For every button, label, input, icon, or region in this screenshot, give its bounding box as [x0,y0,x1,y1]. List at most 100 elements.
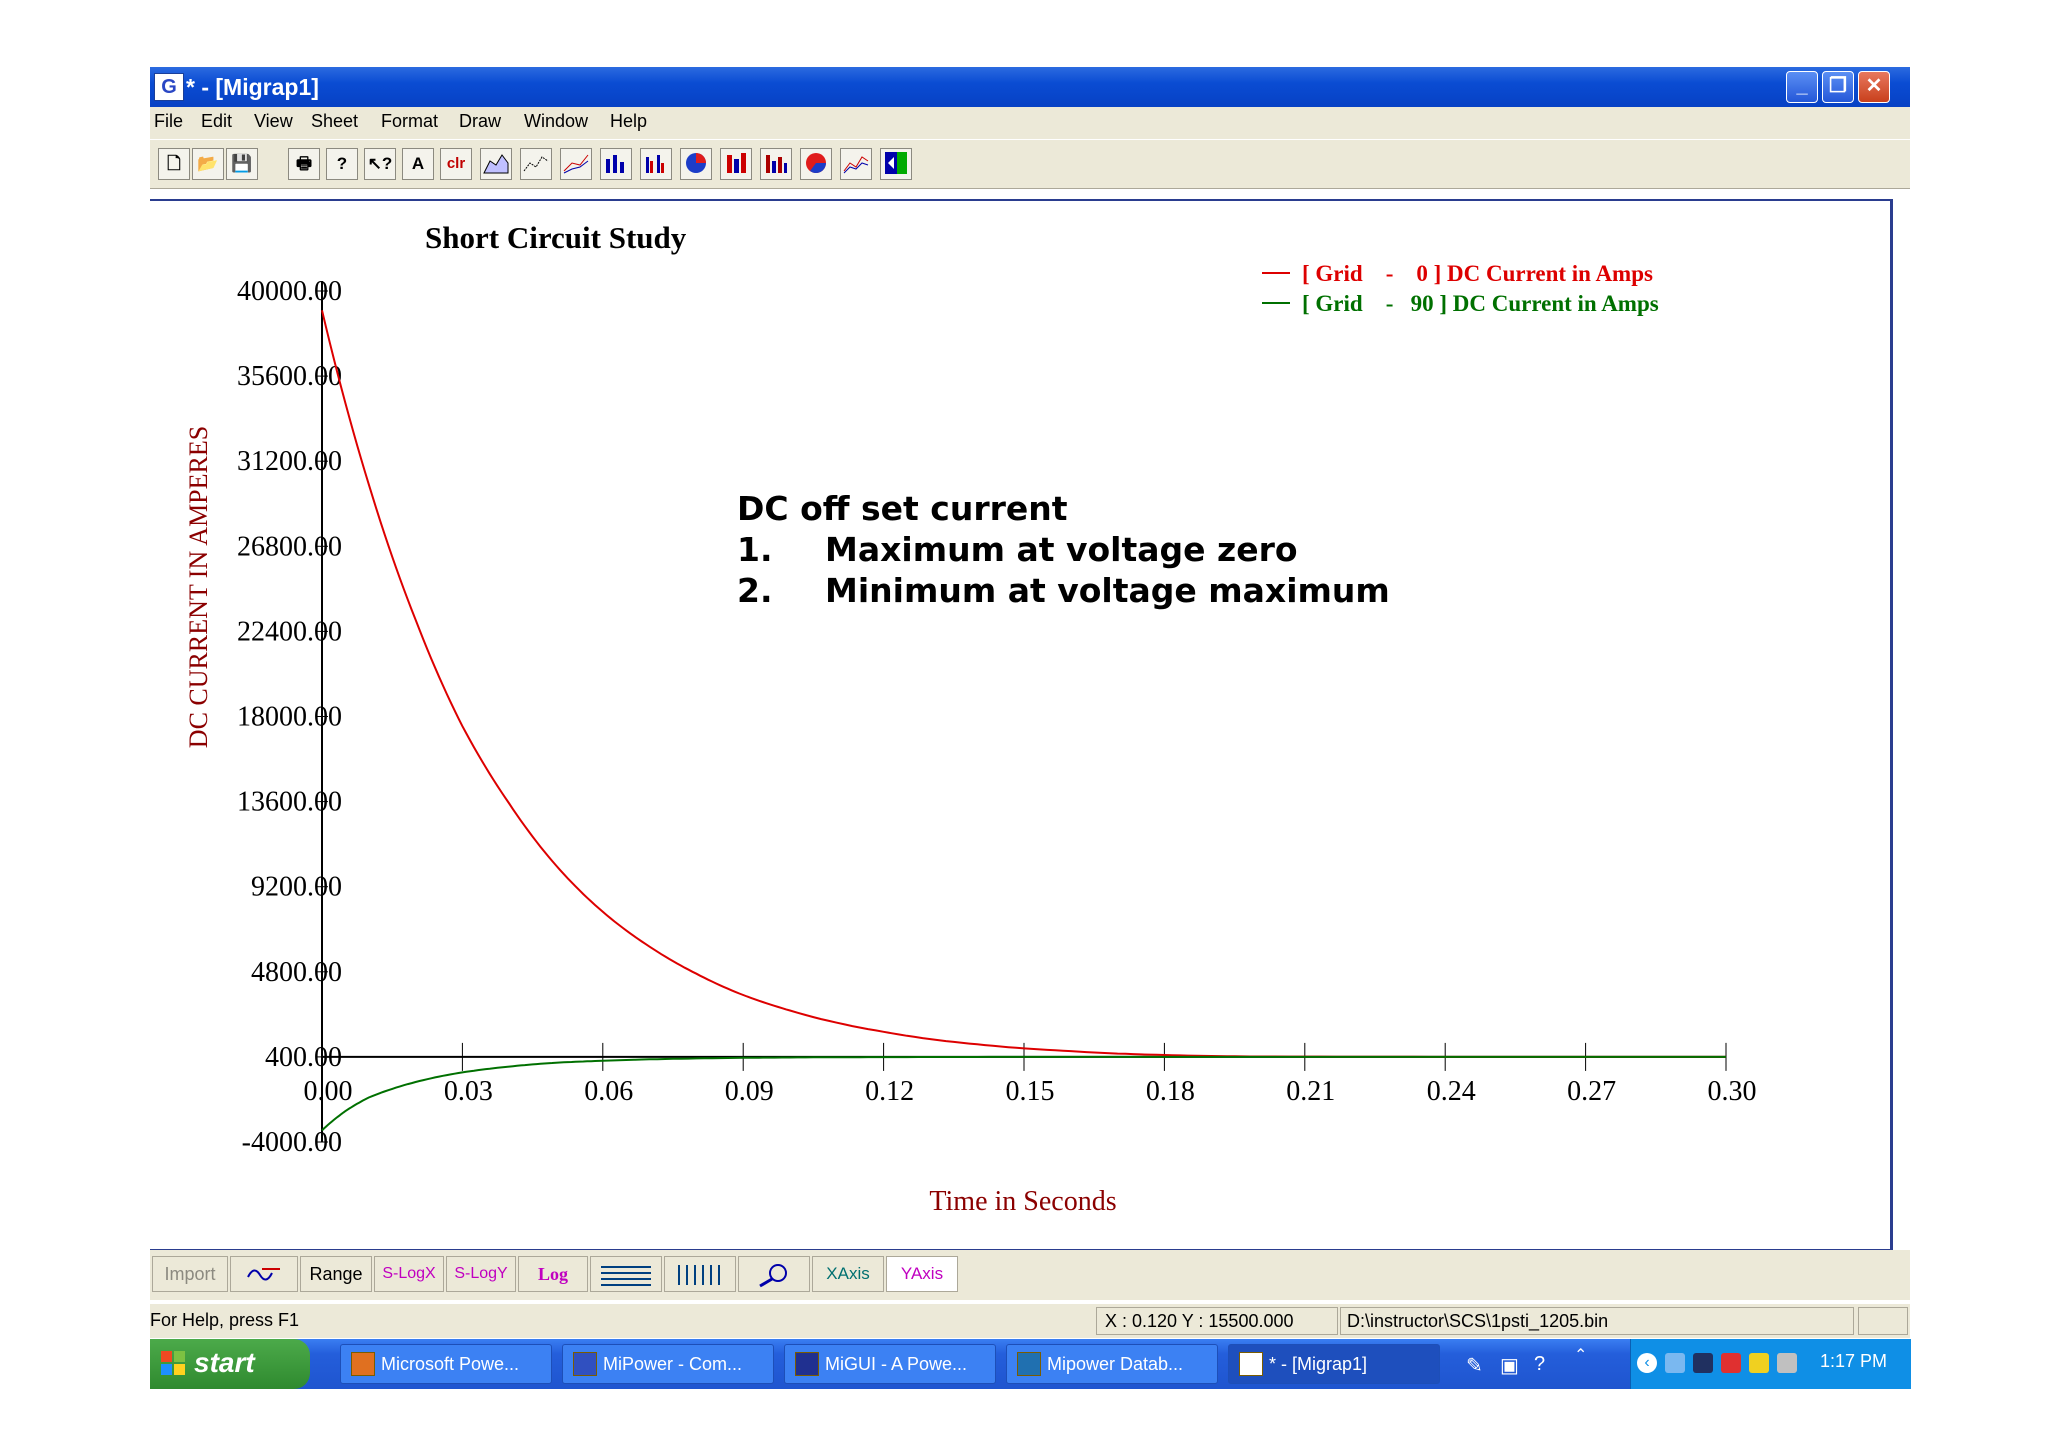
menu-help[interactable]: Help [610,111,648,131]
menu-edit[interactable]: Edit [201,111,233,131]
save-icon[interactable]: 💾 [226,148,258,180]
taskbar-item-migui[interactable]: MiGUI - A Powe... [784,1344,996,1384]
series-line-grid-90 [321,1055,1726,1132]
tray-expand-icon[interactable]: ‹ [1637,1353,1657,1373]
window-title: * - [Migrap1] [186,74,319,100]
taskbar-item-powerpoint[interactable]: Microsoft Powe... [340,1344,552,1384]
x-tick-label: 0.30 [1708,1076,1757,1107]
semilog-x-button[interactable]: S-LogX [374,1256,444,1292]
monitor-icon[interactable] [1777,1353,1797,1373]
stacked-bar-icon[interactable] [720,148,752,180]
y-tick-label: 35600.00 [237,361,342,392]
line-chart-icon[interactable] [520,148,552,180]
start-button[interactable]: start [150,1339,310,1389]
menu-file[interactable]: File [154,111,184,131]
multi-line-icon[interactable] [560,148,592,180]
x-tick-label: 0.03 [444,1076,493,1107]
menu-draw[interactable]: Draw [459,111,502,131]
x-tick-label: 0.06 [584,1076,633,1107]
doughnut-icon[interactable] [800,148,832,180]
task-label: MiPower - Com... [603,1354,743,1374]
curve-style-button[interactable] [230,1256,298,1292]
exit-icon[interactable] [880,148,912,180]
grouped-bar-icon[interactable] [760,148,792,180]
minimize-button[interactable]: _ [1786,71,1818,103]
import-button[interactable]: Import [152,1256,228,1292]
semilog-y-button[interactable]: S-LogY [446,1256,516,1292]
annotation-heading: DC off set current [737,489,1068,528]
migui-icon [795,1351,819,1376]
y-axis-label: DC CURRENT IN AMPERES [184,426,213,748]
new-icon[interactable]: 🗋 [158,148,190,180]
area-chart-icon[interactable] [480,148,512,180]
series-line-grid-0 [321,310,1726,1058]
horizontal-grid-icon[interactable] [590,1256,662,1292]
migrap-icon [1239,1351,1263,1376]
y-tick-label: 40000.00 [237,276,342,307]
menu-window[interactable]: Window [524,111,589,131]
security-icon[interactable] [1721,1353,1741,1373]
y-axis-button[interactable]: YAxis [886,1256,958,1292]
app-icon[interactable]: G [154,73,184,101]
multi-bar-icon[interactable] [640,148,672,180]
vertical-grid-icon[interactable] [664,1256,736,1292]
annotation-item-2-number: 2. [737,571,773,610]
open-icon[interactable]: 📂 [192,148,224,180]
help-icon[interactable]: ? [326,148,358,180]
clear-icon[interactable]: clr [440,148,472,180]
y-tick-label: 31200.00 [237,446,342,477]
zoom-icon[interactable] [738,1256,810,1292]
powerpoint-icon [351,1351,375,1376]
task-label: MiGUI - A Powe... [825,1354,968,1374]
network-icon[interactable] [1665,1353,1685,1373]
application-window: G * - [Migrap1] _ ❐ ✕ File Edit View She… [150,67,1911,1390]
step-chart-icon[interactable] [840,148,872,180]
y-tick-label: 13600.00 [237,787,342,818]
status-file-path: D:\instructor\SCS\1psti_1205.bin [1340,1307,1854,1335]
taskbar-item-migrap[interactable]: * - [Migrap1] [1228,1344,1440,1384]
menu-format[interactable]: Format [381,111,439,131]
quicklaunch-help-icon[interactable]: ? [1534,1353,1546,1375]
taskbar-item-mipower-com[interactable]: MiPower - Com... [562,1344,774,1384]
status-help-text: For Help, press F1 [150,1310,300,1330]
status-extra-pane [1858,1307,1908,1335]
series-lines [321,310,1726,1132]
text-icon[interactable]: A [402,148,434,180]
task-label: Mipower Datab... [1047,1354,1184,1374]
restore-button[interactable]: ❐ [1822,71,1854,103]
status-bar: For Help, press F1 X : 0.120 Y : 15500.0… [150,1304,1910,1338]
chart-area: Short Circuit Study DC CURRENT IN AMPERE… [150,199,1893,1252]
close-button[interactable]: ✕ [1858,71,1890,103]
mipower-icon [573,1351,597,1376]
menu-bar: File Edit View Sheet Format Draw Window … [150,107,1910,139]
menu-view[interactable]: View [254,111,293,131]
taskbar-item-mipower-database[interactable]: Mipower Datab... [1006,1344,1218,1384]
axes: 40000.00 35600.00 31200.00 26800.00 22400.00… [237,276,1757,1158]
quicklaunch-display-icon[interactable]: ▣ [1500,1355,1519,1377]
title-bar[interactable]: G * - [Migrap1] _ ❐ ✕ [150,67,1910,107]
x-axis-button[interactable]: XAxis [812,1256,884,1292]
x-tick-label: 0.00 [304,1076,353,1107]
status-coordinates: X : 0.120 Y : 15500.000 [1096,1307,1338,1335]
clock: 1:17 PM [1819,1351,1887,1371]
print-icon[interactable]: 🖶 [288,148,320,180]
windows-logo-icon [160,1350,186,1376]
annotation-item-1-text: Maximum at voltage zero [825,530,1298,569]
task-label: * - [Migrap1] [1269,1354,1368,1374]
quicklaunch-tool-icon[interactable]: ✎ [1466,1355,1483,1377]
y-tick-label: 26800.00 [237,531,342,562]
y-tick-label: 4800.00 [251,957,342,988]
log-button[interactable]: Log [518,1256,588,1292]
annotation-item-2-text: Minimum at voltage maximum [825,571,1390,610]
quicklaunch-expand-icon[interactable]: ⌃ [1574,1347,1588,1364]
dc-current-chart: Short Circuit Study DC CURRENT IN AMPERE… [184,220,1757,1217]
legend-entry-grid-90: [ Grid - 90 ] DC Current in Amps [1302,291,1659,316]
pie-chart-icon[interactable] [680,148,712,180]
context-help-icon[interactable]: ↖? [364,148,396,180]
database-icon [1017,1351,1041,1376]
folder-icon[interactable] [1749,1353,1769,1373]
menu-sheet[interactable]: Sheet [311,111,359,131]
excel-tray-icon[interactable] [1693,1353,1713,1373]
bar-chart-icon[interactable] [600,148,632,180]
range-button[interactable]: Range [300,1256,372,1292]
